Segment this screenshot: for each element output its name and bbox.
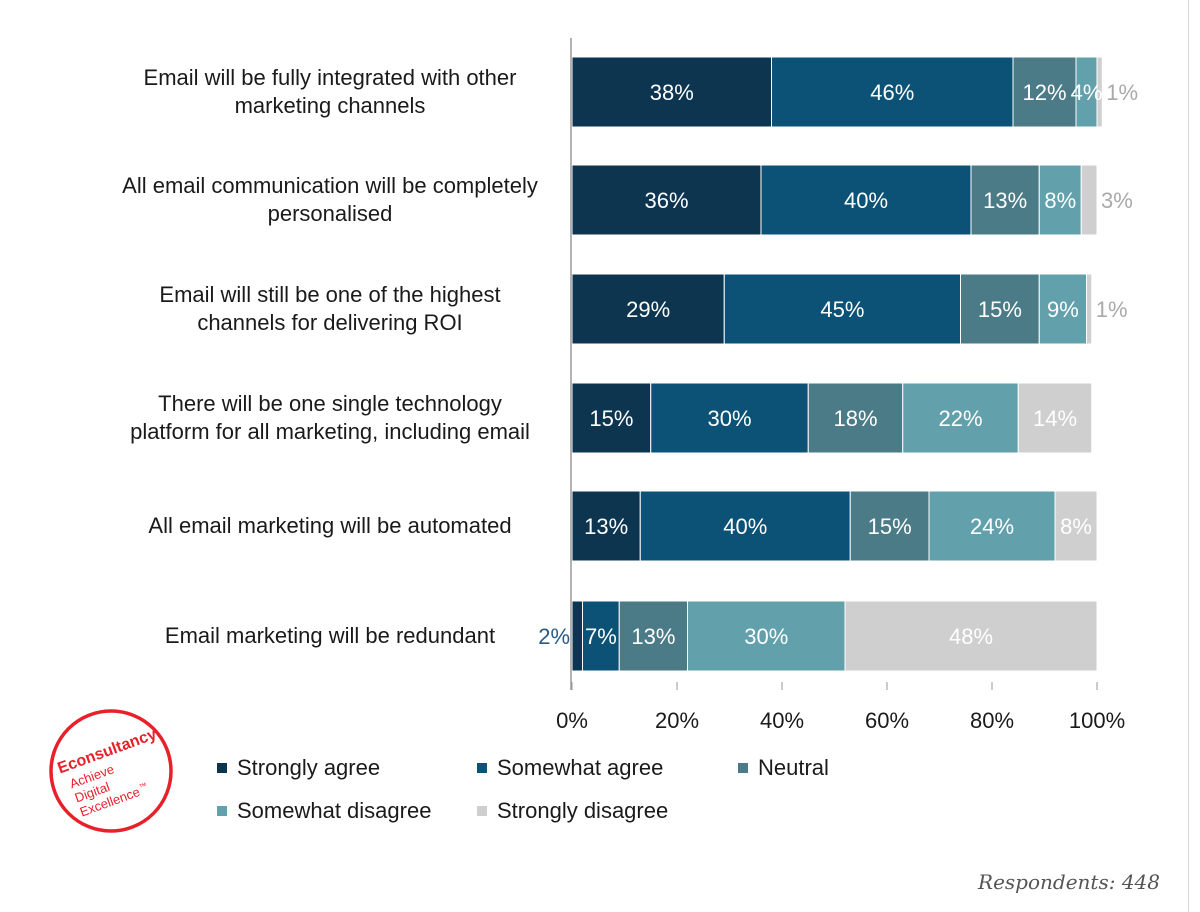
data-label: 7% — [585, 624, 617, 649]
bar-segment-strongly-agree — [571, 164, 762, 236]
bar-segment-strongly-disagree — [1017, 382, 1093, 454]
bar-segment-somewhat-disagree — [928, 490, 1056, 562]
category-label: There will be one single technology platf… — [130, 391, 530, 444]
bar-segment-neutral — [960, 273, 1040, 345]
logo-trademark: ™ — [138, 781, 149, 792]
category-label-line: Email marketing will be redundant — [165, 623, 495, 648]
data-label: 12% — [1022, 80, 1066, 105]
category-label: All email marketing will be automated — [148, 513, 511, 538]
category-label: Email marketing will be redundant — [165, 623, 495, 648]
category-label-line: marketing channels — [235, 93, 426, 118]
bar-segment-strongly-disagree — [1086, 273, 1093, 345]
x-tick-label: 20% — [655, 708, 699, 733]
data-label: 40% — [844, 188, 888, 213]
bar-segment-strongly-agree — [571, 600, 583, 672]
bar-segments — [571, 56, 1103, 672]
data-label: 13% — [584, 514, 628, 539]
data-label: 15% — [589, 406, 633, 431]
bar-segment-somewhat-disagree — [687, 600, 846, 672]
legend-swatch — [477, 806, 487, 816]
bar-segment-somewhat-disagree — [1038, 164, 1082, 236]
data-label: 38% — [650, 80, 694, 105]
bar-segment-neutral — [807, 382, 904, 454]
x-tick-label: 40% — [760, 708, 804, 733]
legend-label: Strongly disagree — [497, 798, 668, 823]
x-tick-label: 80% — [970, 708, 1014, 733]
data-label: 1% — [1096, 297, 1128, 322]
bar-segment-neutral — [970, 164, 1040, 236]
bar-segment-neutral — [849, 490, 930, 562]
respondents-note: Respondents: 448 — [978, 870, 1160, 894]
category-label: All email communication will be complete… — [122, 173, 538, 226]
data-label: 2% — [538, 624, 570, 649]
category-label-line: Email will still be one of the highest — [159, 282, 500, 307]
category-label: Email will still be one of the highest ch… — [159, 282, 500, 335]
data-label: 46% — [870, 80, 914, 105]
data-label: 15% — [978, 297, 1022, 322]
econsultancy-logo: Econsultancy Achieve Digital Excellence … — [49, 709, 173, 833]
category-label-line: platform for all marketing, including em… — [130, 419, 530, 444]
bar-segment-somewhat-disagree — [1038, 273, 1087, 345]
legend-label: Somewhat agree — [497, 755, 663, 780]
bar-segment-somewhat-agree — [771, 56, 1014, 128]
bar-segment-somewhat-disagree — [902, 382, 1019, 454]
data-label: 14% — [1033, 406, 1077, 431]
legend-label: Somewhat disagree — [237, 798, 431, 823]
legend-swatch — [217, 763, 227, 773]
legend-label: Neutral — [758, 755, 829, 780]
data-label: 4% — [1071, 80, 1103, 105]
bar-segment-neutral — [618, 600, 688, 672]
data-label: 48% — [949, 624, 993, 649]
category-label-line: There will be one single technology — [158, 391, 502, 416]
bar-segment-strongly-disagree — [844, 600, 1098, 672]
category-labels: Email will be fully integrated with othe… — [122, 65, 538, 648]
category-label-line: Email will be fully integrated with othe… — [144, 65, 517, 90]
bar-segment-strongly-disagree — [1096, 56, 1103, 128]
data-labels: 38% 46% 12% 4% 1%36% 40% 13% 8% 3%29% 45% 15% 9% 1%1… — [538, 80, 1138, 649]
data-label: 36% — [644, 188, 688, 213]
bar-segment-strongly-disagree — [1054, 490, 1098, 562]
x-tick-label: 60% — [865, 708, 909, 733]
data-label: 13% — [983, 188, 1027, 213]
data-label: 40% — [723, 514, 767, 539]
right-edge-divider — [1188, 0, 1189, 912]
data-label: 29% — [626, 297, 670, 322]
category-label: Email will be fully integrated with othe… — [144, 65, 517, 118]
legend-swatch — [477, 763, 487, 773]
bar-segment-strongly-agree — [571, 56, 772, 128]
data-label: 1% — [1106, 80, 1138, 105]
bar-segment-somewhat-agree — [650, 382, 809, 454]
bar-segment-somewhat-agree — [760, 164, 972, 236]
data-label: 24% — [970, 514, 1014, 539]
bar-segment-somewhat-agree — [639, 490, 851, 562]
legend: Strongly agree Somewhat agree Neutral Somew… — [217, 755, 829, 823]
data-label: 13% — [631, 624, 675, 649]
bar-segment-somewhat-agree — [582, 600, 620, 672]
category-label-line: All email marketing will be automated — [148, 513, 511, 538]
data-label: 30% — [744, 624, 788, 649]
bar-segment-strongly-disagree — [1080, 164, 1098, 236]
data-label: 30% — [707, 406, 751, 431]
category-label-line: personalised — [268, 201, 393, 226]
data-label: 18% — [833, 406, 877, 431]
legend-label: Strongly agree — [237, 755, 380, 780]
data-label: 8% — [1060, 514, 1092, 539]
category-label-line: All email communication will be complete… — [122, 173, 538, 198]
category-label-line: channels for delivering ROI — [197, 310, 462, 335]
bar-segment-strongly-agree — [571, 490, 641, 562]
x-axis-ticks: 0% 20% 40% 60% 80% 100% — [556, 682, 1125, 733]
data-label: 45% — [820, 297, 864, 322]
x-tick-label: 100% — [1069, 708, 1125, 733]
x-tick-label: 0% — [556, 708, 588, 733]
legend-swatch — [738, 763, 748, 773]
data-label: 8% — [1044, 188, 1076, 213]
data-label: 22% — [938, 406, 982, 431]
data-label: 15% — [868, 514, 912, 539]
data-label: 9% — [1047, 297, 1079, 322]
data-label: 3% — [1101, 188, 1133, 213]
bar-segment-somewhat-agree — [723, 273, 961, 345]
legend-swatch — [217, 806, 227, 816]
